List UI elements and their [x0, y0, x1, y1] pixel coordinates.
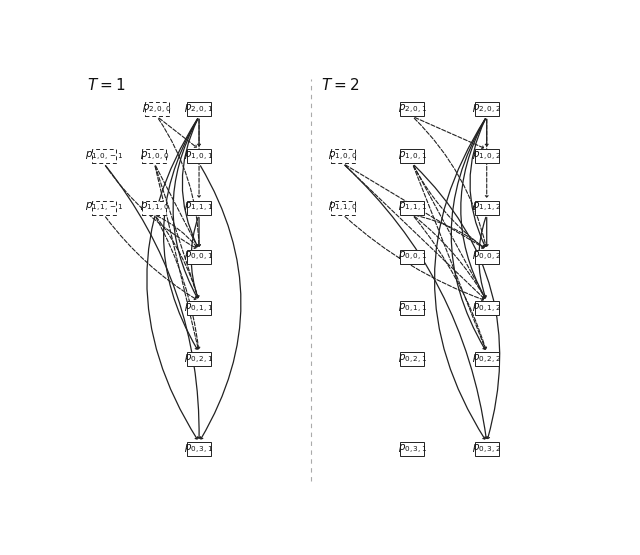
Text: $p_{0,0,1}$: $p_{0,0,1}$ [397, 250, 427, 263]
FancyBboxPatch shape [401, 102, 424, 117]
FancyBboxPatch shape [475, 102, 499, 117]
FancyBboxPatch shape [475, 301, 499, 315]
FancyBboxPatch shape [145, 102, 169, 117]
FancyBboxPatch shape [475, 442, 499, 456]
FancyBboxPatch shape [92, 200, 116, 215]
FancyBboxPatch shape [401, 149, 424, 163]
FancyBboxPatch shape [187, 442, 211, 456]
Text: $p_{1,1,0}$: $p_{1,1,0}$ [328, 201, 358, 214]
FancyBboxPatch shape [475, 149, 499, 163]
Text: $p_{1,1,1}$: $p_{1,1,1}$ [397, 201, 427, 214]
Text: $p_{1,0,1}$: $p_{1,0,1}$ [397, 150, 427, 163]
Text: $p_{0,0,2}$: $p_{0,0,2}$ [472, 250, 501, 263]
Text: $p_{0,3,2}$: $p_{0,3,2}$ [472, 442, 501, 456]
Text: $p_{1,0,-1}$: $p_{1,0,-1}$ [84, 150, 123, 163]
Text: $p_{1,1,0}$: $p_{1,1,0}$ [140, 201, 169, 214]
Text: $p_{1,0,0}$: $p_{1,0,0}$ [140, 150, 169, 163]
Text: $p_{0,2,2}$: $p_{0,2,2}$ [472, 353, 501, 366]
FancyBboxPatch shape [401, 301, 424, 315]
FancyBboxPatch shape [187, 352, 211, 366]
Text: $p_{1,0,1}$: $p_{1,0,1}$ [184, 150, 214, 163]
FancyBboxPatch shape [187, 200, 211, 215]
FancyBboxPatch shape [475, 200, 499, 215]
Text: $T = 2$: $T = 2$ [321, 77, 359, 93]
Text: $p_{0,1,2}$: $p_{0,1,2}$ [472, 301, 501, 315]
Text: $p_{0,1,1}$: $p_{0,1,1}$ [397, 301, 427, 315]
FancyBboxPatch shape [401, 352, 424, 366]
Text: $p_{1,0,0}$: $p_{1,0,0}$ [328, 150, 358, 163]
Text: $p_{0,3,1}$: $p_{0,3,1}$ [397, 442, 427, 456]
Text: $p_{1,1,-1}$: $p_{1,1,-1}$ [84, 201, 123, 214]
FancyBboxPatch shape [475, 250, 499, 264]
Text: $p_{1,1,2}$: $p_{1,1,2}$ [472, 201, 501, 214]
FancyBboxPatch shape [331, 200, 355, 215]
Text: $p_{1,0,2}$: $p_{1,0,2}$ [472, 150, 501, 163]
Text: $p_{0,3,1}$: $p_{0,3,1}$ [184, 442, 214, 456]
FancyBboxPatch shape [187, 149, 211, 163]
Text: $T = 1$: $T = 1$ [88, 77, 125, 93]
Text: $p_{1,1,1}$: $p_{1,1,1}$ [184, 201, 214, 214]
FancyBboxPatch shape [401, 442, 424, 456]
Text: $p_{2,0,1}$: $p_{2,0,1}$ [184, 103, 214, 116]
Text: $p_{0,2,1}$: $p_{0,2,1}$ [184, 353, 214, 366]
Text: $p_{2,0,2}$: $p_{2,0,2}$ [472, 103, 501, 116]
FancyBboxPatch shape [475, 352, 499, 366]
Text: $p_{0,2,1}$: $p_{0,2,1}$ [397, 353, 427, 366]
FancyBboxPatch shape [401, 200, 424, 215]
FancyBboxPatch shape [187, 102, 211, 117]
FancyBboxPatch shape [401, 250, 424, 264]
FancyBboxPatch shape [143, 200, 166, 215]
FancyBboxPatch shape [331, 149, 355, 163]
Text: $p_{2,0,0}$: $p_{2,0,0}$ [142, 103, 172, 116]
FancyBboxPatch shape [92, 149, 116, 163]
FancyBboxPatch shape [143, 149, 166, 163]
Text: $p_{2,0,1}$: $p_{2,0,1}$ [397, 103, 427, 116]
Text: $p_{0,0,1}$: $p_{0,0,1}$ [184, 250, 214, 263]
FancyBboxPatch shape [187, 301, 211, 315]
FancyBboxPatch shape [187, 250, 211, 264]
Text: $p_{0,1,1}$: $p_{0,1,1}$ [184, 301, 214, 315]
